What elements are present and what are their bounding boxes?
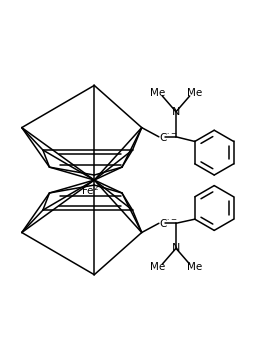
Text: Me: Me xyxy=(187,88,202,98)
Text: N: N xyxy=(172,107,180,117)
Text: Me: Me xyxy=(187,262,202,272)
Text: N: N xyxy=(172,243,180,253)
Text: Me: Me xyxy=(150,88,165,98)
Text: $\mathregular{C^{\cdot-}}$: $\mathregular{C^{\cdot-}}$ xyxy=(159,217,177,229)
Text: $\mathregular{Fe^{2+}}$: $\mathregular{Fe^{2+}}$ xyxy=(81,183,107,197)
Text: Me: Me xyxy=(150,262,165,272)
Text: $\mathregular{C^{\cdot-}}$: $\mathregular{C^{\cdot-}}$ xyxy=(159,131,177,143)
